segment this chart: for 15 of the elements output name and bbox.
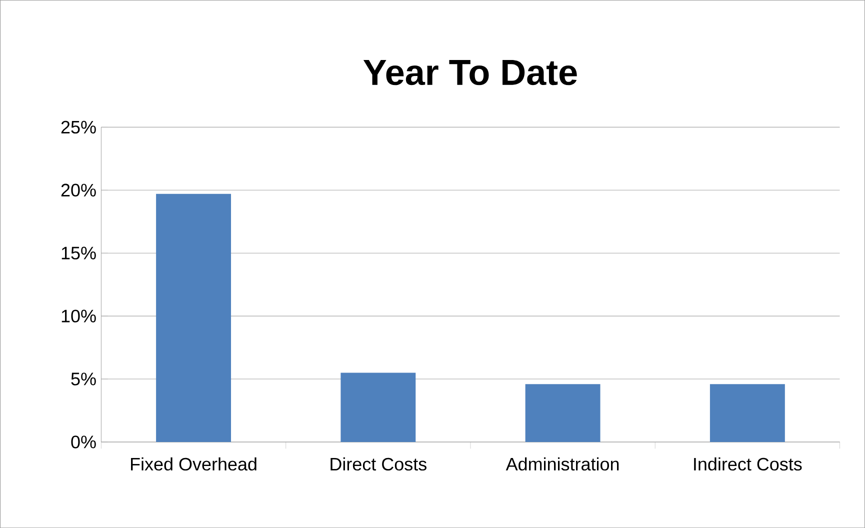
x-tick-label: Indirect Costs bbox=[694, 457, 802, 470]
x-tick-label: Fixed Overhead bbox=[131, 457, 256, 470]
x-tick-label: Direct Costs bbox=[330, 457, 426, 470]
chart-title: Year To Date bbox=[363, 60, 577, 86]
y-tick-label: 10% bbox=[62, 310, 96, 322]
bar bbox=[156, 194, 232, 442]
x-tick-label: Administration bbox=[506, 457, 619, 470]
bar bbox=[340, 372, 416, 442]
y-tick-label: 15% bbox=[62, 246, 96, 260]
y-tick-label: 20% bbox=[61, 184, 96, 196]
bar bbox=[525, 384, 600, 442]
bar bbox=[710, 384, 785, 442]
y-tick-label: 5% bbox=[71, 372, 96, 386]
y-tick-label: 0% bbox=[71, 436, 96, 448]
y-tick-label: 25% bbox=[61, 120, 96, 134]
